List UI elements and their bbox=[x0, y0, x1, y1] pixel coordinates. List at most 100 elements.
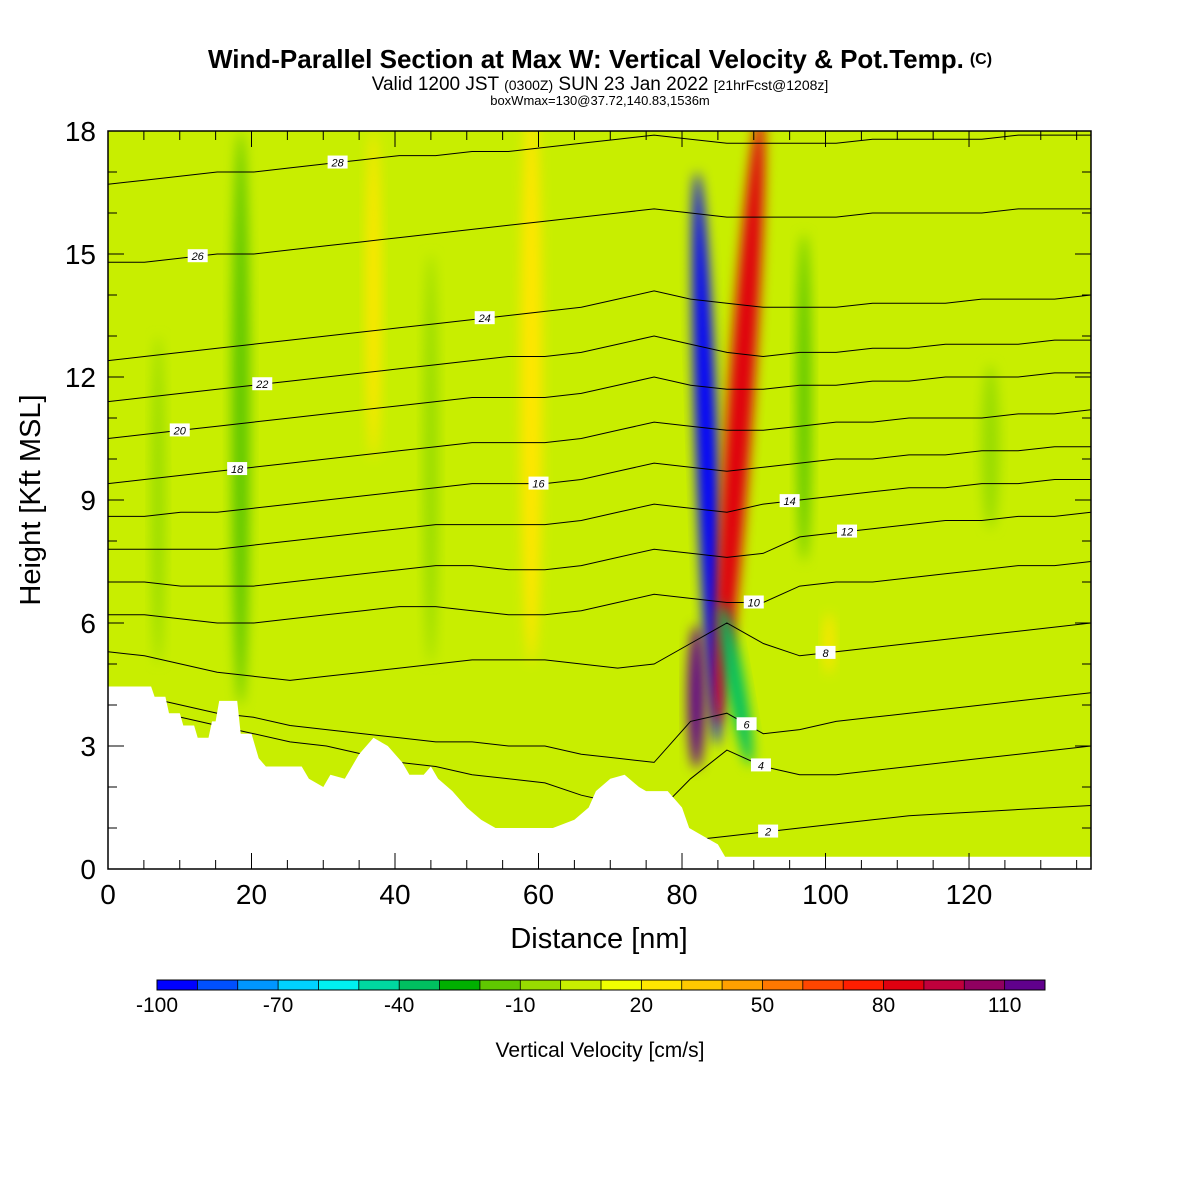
colorbar-swatch bbox=[641, 980, 683, 990]
colorbar-swatch bbox=[802, 980, 844, 990]
x-tick-label: 100 bbox=[802, 879, 849, 910]
colorbar-swatch bbox=[843, 980, 885, 990]
theta-contour-10 bbox=[108, 561, 1091, 624]
theta-contour-12 bbox=[108, 511, 1091, 587]
theta-contour-14 bbox=[108, 479, 1091, 550]
valid-time: Valid 1200 JST bbox=[371, 74, 499, 95]
theta-contour-26 bbox=[108, 208, 1091, 263]
colorbar-swatch bbox=[237, 980, 279, 990]
x-tick-label: 80 bbox=[666, 879, 697, 910]
theta-label-box-6 bbox=[736, 717, 757, 731]
colorbar-tick-label: 80 bbox=[872, 994, 895, 1017]
updraft-core bbox=[714, 131, 765, 725]
x-tick-label: 20 bbox=[236, 879, 267, 910]
colorbar-swatch bbox=[399, 980, 441, 990]
downdraft-far-east bbox=[981, 364, 1000, 529]
theta-label-20: 20 bbox=[173, 425, 187, 437]
theta-contours bbox=[108, 134, 1091, 847]
x-axis-label: Distance [nm] bbox=[510, 923, 687, 955]
colorbar-swatch bbox=[681, 980, 723, 990]
colorbar-swatch bbox=[560, 980, 602, 990]
theta-label-box-18 bbox=[227, 462, 248, 476]
x-tick-label: 60 bbox=[523, 879, 554, 910]
y-axis-ticks: 0 3 6 9 12 15 18 bbox=[65, 116, 1091, 885]
downdraft-band-8 bbox=[151, 336, 165, 664]
x-tick-label: 0 bbox=[100, 879, 116, 910]
colorbar-swatch bbox=[318, 980, 360, 990]
colorbar-tick-label: -40 bbox=[384, 994, 414, 1017]
plot-area bbox=[108, 131, 1091, 869]
colorbar-tick-label: 50 bbox=[751, 994, 774, 1017]
theta-contour-16 bbox=[108, 446, 1091, 517]
theta-label-box-8 bbox=[815, 645, 836, 659]
colorbar-swatch bbox=[762, 980, 804, 990]
theta-label-box-10 bbox=[743, 595, 764, 609]
downdraft-core bbox=[692, 172, 722, 746]
box-info: boxWmax=130@37.72,140.83,1536m bbox=[490, 93, 710, 108]
theta-label-26: 26 bbox=[191, 251, 205, 263]
updraft-band-60 bbox=[520, 131, 543, 664]
theta-label-6: 6 bbox=[744, 719, 751, 731]
theta-label-box-2 bbox=[758, 824, 779, 838]
low-level-updraft bbox=[687, 625, 705, 769]
theta-label-box-16 bbox=[528, 476, 549, 490]
plot-background bbox=[108, 131, 1091, 869]
colorbar-swatch bbox=[722, 980, 763, 990]
colorbar-swatch bbox=[1004, 980, 1046, 990]
theta-label-18: 18 bbox=[231, 464, 244, 476]
colorbar-label: Vertical Velocity [cm/s] bbox=[496, 1039, 705, 1062]
theta-contour-24 bbox=[108, 290, 1091, 362]
colorbar-frame bbox=[156, 979, 1046, 991]
y-tick-label: 12 bbox=[65, 362, 96, 393]
forecast-info: [21hrFcst@1208z] bbox=[713, 77, 829, 93]
valid-zulu: (0300Z) bbox=[504, 77, 554, 93]
theta-contour-6 bbox=[108, 692, 1091, 763]
theta-label-16: 16 bbox=[532, 479, 545, 491]
theta-label-box-26 bbox=[187, 249, 208, 263]
colorbar: -100 -70 -40 -10 20 50 80 110 bbox=[136, 979, 1046, 1017]
y-tick-label: 15 bbox=[65, 239, 96, 270]
colorbar-swatch bbox=[601, 980, 642, 990]
theta-label-22: 22 bbox=[255, 379, 268, 391]
colorbar-swatch bbox=[197, 980, 239, 990]
theta-label-4: 4 bbox=[758, 760, 764, 772]
colorbar-tick-label: -100 bbox=[136, 994, 178, 1017]
y-tick-label: 9 bbox=[80, 485, 96, 516]
y-axis-label: Height [Kft MSL] bbox=[15, 394, 47, 605]
updraft-band-37 bbox=[366, 131, 381, 459]
theta-contour-8 bbox=[108, 622, 1091, 681]
colorbar-tick-label: 20 bbox=[630, 994, 653, 1017]
downdraft-west bbox=[231, 131, 250, 705]
velocity-features bbox=[151, 131, 1000, 769]
theta-label-box-12 bbox=[837, 524, 858, 538]
theta-label-box-20 bbox=[169, 423, 190, 437]
colorbar-swatch bbox=[964, 980, 1006, 990]
chart-title-text: Wind-Parallel Section at Max W: Vertical… bbox=[207, 44, 964, 74]
theta-contour-18 bbox=[108, 409, 1091, 485]
y-tick-label: 6 bbox=[80, 608, 96, 639]
colorbar-swatch bbox=[923, 980, 965, 990]
colorbar-swatch bbox=[439, 980, 481, 990]
y-tick-label: 18 bbox=[65, 116, 96, 147]
colorbar-swatch bbox=[157, 980, 198, 990]
theta-label-box-24 bbox=[474, 311, 495, 325]
colorbar-swatch bbox=[358, 980, 400, 990]
x-axis-ticks: 0 20 40 60 80 100 120 bbox=[100, 131, 1078, 910]
theta-contour-28 bbox=[108, 134, 1091, 185]
terrain-mask bbox=[108, 686, 1091, 869]
colorbar-swatch bbox=[278, 980, 319, 990]
theta-label-box-14 bbox=[779, 494, 800, 508]
theta-label-box-4 bbox=[750, 758, 771, 772]
theta-contour-20 bbox=[108, 372, 1091, 439]
copyright-mark: (C) bbox=[969, 51, 993, 68]
valid-date: SUN 23 Jan 2022 bbox=[558, 74, 709, 95]
theta-label-12: 12 bbox=[841, 527, 853, 539]
theta-label-10: 10 bbox=[748, 598, 761, 610]
theta-label-2: 2 bbox=[764, 827, 771, 839]
theta-label-box-28 bbox=[327, 155, 348, 169]
y-tick-label: 3 bbox=[80, 731, 96, 762]
chart-subtitle: Valid 1200 JST (0300Z) SUN 23 Jan 2022 [… bbox=[0, 74, 1200, 96]
updraft-band-100 bbox=[823, 612, 835, 675]
